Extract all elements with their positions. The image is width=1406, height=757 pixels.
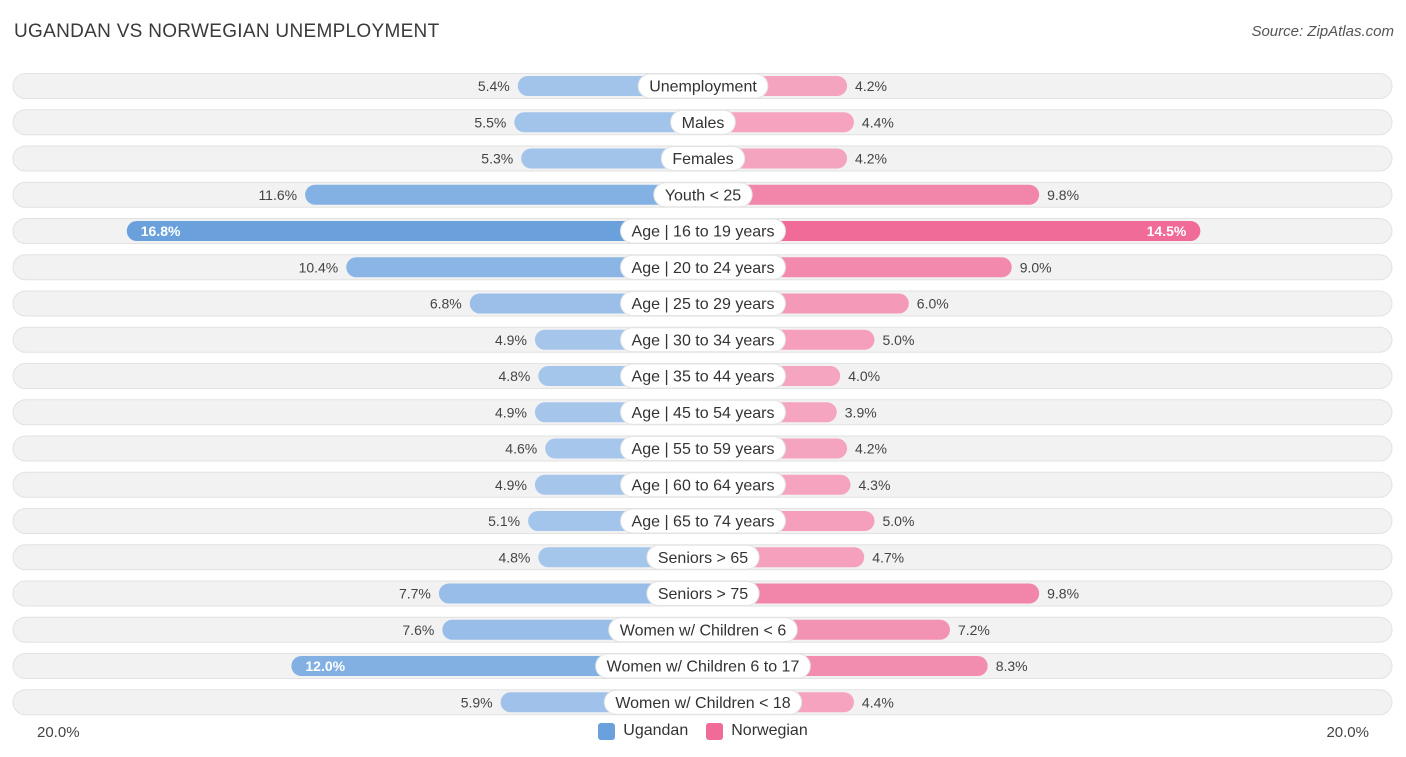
category-label-pill [620,218,786,244]
category-label: Age | 30 to 34 years [632,332,775,349]
value-label-norwegian: 4.0% [848,368,880,384]
category-label-pill [620,436,786,461]
legend-label-ugandan: Ugandan [623,722,689,739]
value-label-norwegian: 5.0% [883,332,915,348]
legend-swatch-norwegian [706,722,724,740]
bar-ugandan[interactable] [514,112,713,133]
category-label-pill [620,291,786,316]
value-label-ugandan: 12.0% [305,658,345,674]
bar-ugandan[interactable] [305,184,713,205]
category-label-pill [620,508,786,534]
category-label: Women w/ Children < 6 [620,622,787,639]
category-label-pill [637,73,769,99]
category-label-pill [608,617,798,643]
value-label-norwegian: 4.4% [862,694,894,710]
category-label: Males [682,115,725,132]
legend-label-norwegian: Norwegian [731,722,808,739]
category-label: Unemployment [649,79,757,96]
value-label-norwegian: 9.8% [1047,586,1079,602]
category-label-pill [653,182,753,208]
value-label-ugandan: 11.6% [258,187,297,203]
bar-norwegian[interactable] [693,184,1040,205]
category-label-pill [646,544,760,570]
legend-swatch-ugandan [598,722,616,740]
value-label-ugandan: 7.7% [399,586,431,602]
category-label: Youth < 25 [665,187,741,204]
value-label-ugandan: 5.1% [488,513,520,529]
bar-ugandan[interactable] [126,221,713,241]
category-label: Age | 20 to 24 years [632,260,775,277]
category-label: Women w/ Children 6 to 17 [607,659,800,676]
category-label: Age | 45 to 54 years [632,405,775,422]
value-label-ugandan: 4.9% [495,404,527,420]
value-label-ugandan: 4.9% [495,477,527,493]
value-label-norwegian: 5.0% [883,513,915,529]
value-label-norwegian: 4.2% [855,151,887,167]
category-label: Age | 35 to 44 years [632,369,775,386]
category-label-pill [620,327,786,353]
value-label-norwegian: 4.3% [858,477,890,493]
value-label-ugandan: 4.8% [498,368,530,384]
value-label-ugandan: 5.5% [474,114,506,130]
value-label-ugandan: 4.9% [495,332,527,348]
category-label: Age | 25 to 29 years [632,296,775,313]
value-label-ugandan: 16.8% [141,223,181,239]
category-label-pill [595,653,811,679]
category-label-pill [620,472,786,498]
axis-left-label: 20.0% [37,724,80,741]
value-label-norwegian: 7.2% [958,622,990,638]
category-label-pill [603,689,803,715]
chart-title: UGANDAN VS NORWEGIAN UNEMPLOYMENT [14,21,440,42]
axis-right-label: 20.0% [1326,724,1369,741]
category-label-pill [670,109,736,135]
bar-ugandan[interactable] [438,583,713,604]
value-label-norwegian: 4.4% [862,114,894,130]
category-label-pill [646,581,760,606]
legend: Ugandan Norwegian [0,722,1406,740]
value-label-norwegian: 9.8% [1047,187,1079,203]
value-label-norwegian: 6.0% [917,296,949,312]
value-label-norwegian: 8.3% [996,658,1028,674]
value-label-norwegian: 4.2% [855,441,887,457]
legend-item-ugandan[interactable]: Ugandan [598,722,688,740]
bar-norwegian[interactable] [693,221,1201,241]
category-label: Seniors > 65 [658,550,748,567]
value-label-ugandan: 10.4% [299,259,339,275]
value-label-norwegian: 4.7% [872,549,904,565]
category-label-pill [620,254,786,280]
category-label: Females [672,151,733,168]
value-label-ugandan: 5.9% [461,694,493,710]
category-label: Seniors > 75 [658,586,748,603]
category-label-pill [660,146,746,171]
category-label: Women w/ Children < 18 [615,695,790,712]
category-label: Age | 16 to 19 years [632,224,775,241]
value-label-norwegian: 9.0% [1020,259,1052,275]
category-label: Age | 60 to 64 years [632,477,775,494]
value-label-ugandan: 5.3% [481,151,513,167]
legend-item-norwegian[interactable]: Norwegian [706,722,808,740]
category-label: Age | 55 to 59 years [632,441,775,458]
value-label-ugandan: 4.6% [505,441,537,457]
source-note: Source: ZipAtlas.com [1251,23,1394,40]
value-label-norwegian: 4.2% [855,78,887,94]
value-label-norwegian: 14.5% [1147,223,1187,239]
bar-norwegian[interactable] [693,583,1040,604]
value-label-ugandan: 4.8% [498,549,530,565]
value-label-ugandan: 7.6% [402,622,434,638]
value-label-norwegian: 3.9% [845,404,877,420]
value-label-ugandan: 6.8% [430,296,462,312]
value-label-ugandan: 5.4% [478,78,510,94]
category-label: Age | 65 to 74 years [632,514,775,531]
category-label-pill [620,399,786,425]
category-label-pill [620,363,786,389]
